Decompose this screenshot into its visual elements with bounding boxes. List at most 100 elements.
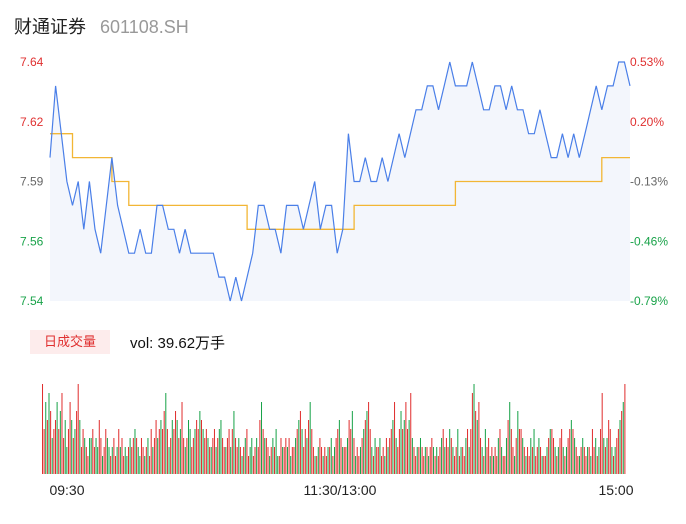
volume-bar xyxy=(598,447,600,474)
volume-bar xyxy=(405,402,407,474)
volume-bar xyxy=(265,438,267,474)
volume-bar xyxy=(244,438,246,474)
volume-bar xyxy=(188,420,190,474)
volume-bar xyxy=(604,447,606,474)
volume-bar xyxy=(457,429,459,474)
stock-code: 601108.SH xyxy=(100,17,189,37)
volume-bar xyxy=(591,429,593,474)
volume-bar xyxy=(259,420,261,474)
volume-bar xyxy=(210,447,212,474)
volume-bar xyxy=(574,438,576,474)
volume-bar xyxy=(51,438,53,474)
volume-bar xyxy=(398,429,400,474)
volume-bar xyxy=(226,438,228,474)
volume-bar xyxy=(280,438,282,474)
volume-bar xyxy=(303,447,305,474)
volume-bar xyxy=(314,456,316,474)
volume-bar xyxy=(476,420,478,474)
volume-bar xyxy=(272,438,274,474)
volume-bar xyxy=(527,447,529,474)
volume-bar xyxy=(423,456,425,474)
volume-bar xyxy=(463,456,465,474)
volume-bar xyxy=(163,411,165,474)
volume-bar xyxy=(501,447,503,474)
volume-bar xyxy=(530,438,532,474)
volume-bar xyxy=(59,411,61,474)
volume-bar xyxy=(577,456,579,474)
volume-bar xyxy=(583,447,585,474)
volume-bar xyxy=(543,456,545,474)
volume-bar xyxy=(191,447,193,474)
volume-bar xyxy=(614,447,616,474)
volume-bar xyxy=(102,456,104,474)
volume-bar xyxy=(199,411,201,474)
volume-bar xyxy=(69,402,71,474)
volume-bar xyxy=(77,384,79,474)
volume-bar xyxy=(207,438,209,474)
volume-bar xyxy=(95,438,97,474)
volume-bar xyxy=(168,447,170,474)
volume-bar xyxy=(606,438,608,474)
volume-bar xyxy=(340,438,342,474)
volume-bar xyxy=(382,447,384,474)
volume-bar xyxy=(361,438,363,474)
volume-bar xyxy=(593,447,595,474)
volume-bar xyxy=(595,438,597,474)
volume-bar xyxy=(139,456,141,474)
volume-bar xyxy=(504,456,506,474)
volume-bar xyxy=(462,447,464,474)
volume-bar xyxy=(322,456,324,474)
volume-bar xyxy=(416,447,418,474)
volume-tab[interactable]: 日成交量 xyxy=(30,330,110,354)
volume-bar xyxy=(87,456,89,474)
volume-bar xyxy=(564,456,566,474)
volume-bar xyxy=(619,420,621,474)
volume-bar xyxy=(458,456,460,474)
volume-bar xyxy=(166,429,168,474)
volume-bar xyxy=(309,402,311,474)
volume-bar xyxy=(200,420,202,474)
volume-bar xyxy=(510,429,512,474)
volume-bar xyxy=(256,438,258,474)
volume-bar xyxy=(356,447,358,474)
volume-bar xyxy=(252,456,254,474)
volume-bar xyxy=(269,456,271,474)
volume-bar xyxy=(286,447,288,474)
volume-bar xyxy=(296,429,298,474)
volume-bar xyxy=(312,447,314,474)
volume-bar xyxy=(512,447,514,474)
volume-bar xyxy=(283,447,285,474)
volume-bar xyxy=(507,420,509,474)
volume-bar xyxy=(241,456,243,474)
volume-bar xyxy=(567,438,569,474)
volume-bar xyxy=(575,447,577,474)
volume-bar xyxy=(215,447,217,474)
volume-bar xyxy=(270,447,272,474)
volume-bar xyxy=(377,447,379,474)
volume-bar xyxy=(486,447,488,474)
volume-bar xyxy=(295,438,297,474)
volume-bar xyxy=(497,438,499,474)
volume-bar xyxy=(220,420,222,474)
volume-bar xyxy=(475,411,477,474)
y-tick-label: 7.56 xyxy=(20,234,44,248)
volume-bar xyxy=(306,438,308,474)
volume-bar xyxy=(184,447,186,474)
volume-bar xyxy=(551,429,553,474)
volume-bar xyxy=(520,429,522,474)
stock-title: 财通证券 601108.SH xyxy=(14,13,189,39)
volume-bar xyxy=(267,447,269,474)
volume-bar xyxy=(275,429,277,474)
volume-bar xyxy=(63,438,65,474)
volume-bar xyxy=(546,447,548,474)
volume-bar xyxy=(403,420,405,474)
volume-bar xyxy=(293,447,295,474)
volume-bar xyxy=(116,447,118,474)
volume-bar xyxy=(556,456,558,474)
volume-bar xyxy=(402,429,404,474)
volume-bar xyxy=(616,438,618,474)
volume-bar xyxy=(570,420,572,474)
volume-bar xyxy=(85,447,87,474)
volume-bar xyxy=(374,438,376,474)
volume-bar xyxy=(454,456,456,474)
